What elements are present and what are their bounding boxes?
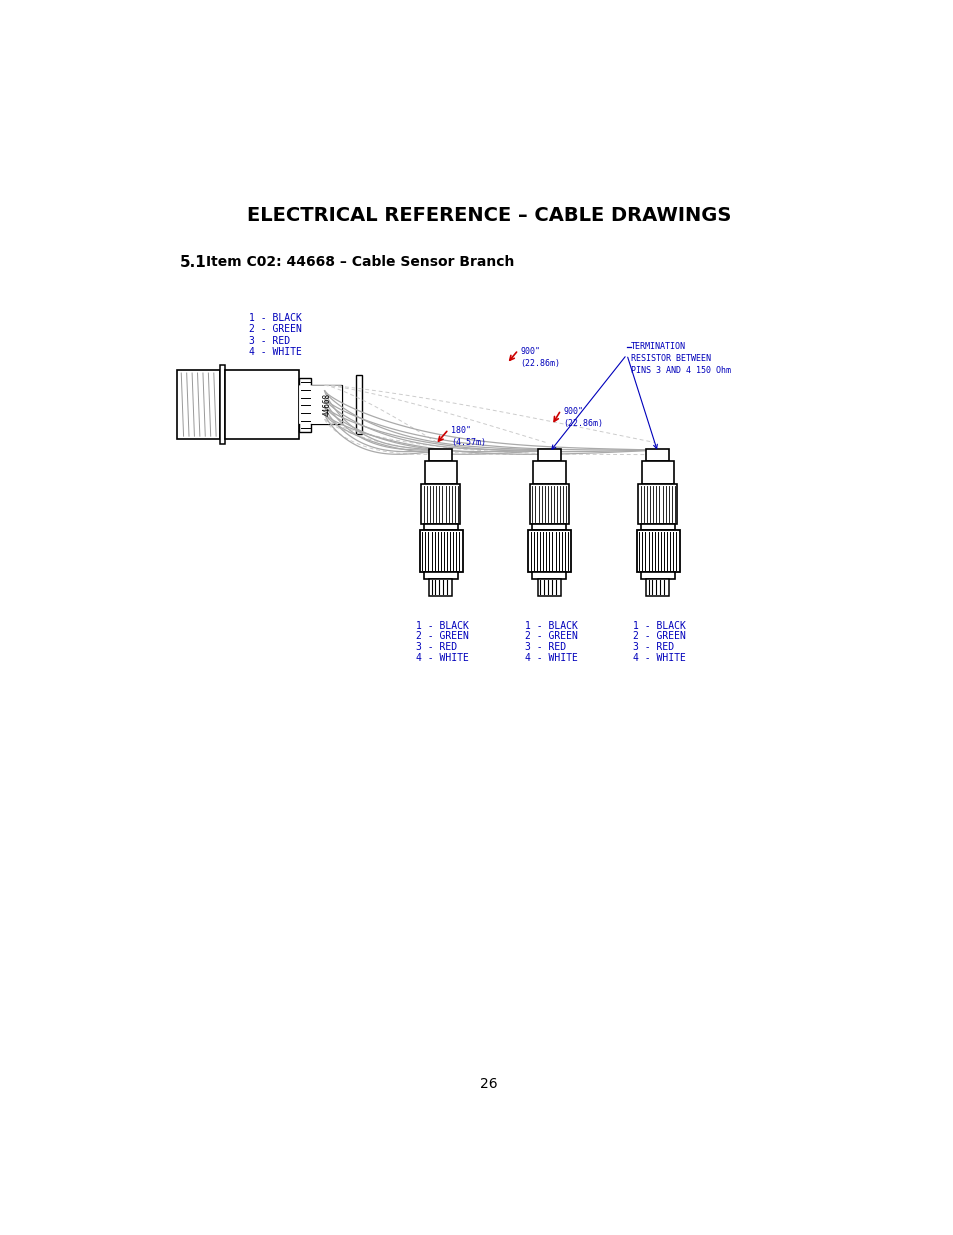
Bar — [421, 484, 459, 524]
Text: 180"
(4.57m): 180" (4.57m) — [451, 426, 485, 447]
Text: 4 - WHITE: 4 - WHITE — [524, 653, 577, 663]
Bar — [640, 573, 674, 579]
Text: 900"
(22.86m): 900" (22.86m) — [562, 406, 602, 427]
Text: 1 - BLACK: 1 - BLACK — [416, 621, 469, 631]
Bar — [637, 530, 679, 573]
Bar — [311, 385, 342, 424]
Bar — [419, 530, 462, 573]
Bar — [532, 573, 566, 579]
Text: 44668: 44668 — [322, 393, 331, 416]
Bar — [298, 378, 311, 431]
Text: 3 - RED: 3 - RED — [633, 642, 674, 652]
Text: 26: 26 — [479, 1077, 497, 1091]
Bar — [532, 524, 566, 530]
Bar — [423, 573, 457, 579]
Bar — [537, 579, 560, 595]
Text: 3 - RED: 3 - RED — [249, 336, 291, 346]
Text: 3 - RED: 3 - RED — [524, 642, 565, 652]
Text: Item C02: 44668 – Cable Sensor Branch: Item C02: 44668 – Cable Sensor Branch — [206, 256, 514, 269]
Text: 900"
(22.86m): 900" (22.86m) — [520, 347, 560, 368]
Bar — [533, 461, 565, 484]
Bar — [225, 370, 298, 440]
Text: 1 - BLACK: 1 - BLACK — [633, 621, 685, 631]
Bar — [530, 484, 568, 524]
Text: 1 - BLACK: 1 - BLACK — [524, 621, 577, 631]
Bar — [638, 484, 677, 524]
Bar — [528, 530, 571, 573]
Text: 2 - GREEN: 2 - GREEN — [524, 631, 577, 641]
Text: 4 - WHITE: 4 - WHITE — [249, 347, 302, 357]
Bar — [177, 370, 220, 440]
Text: 3 - RED: 3 - RED — [416, 642, 456, 652]
Text: 4 - WHITE: 4 - WHITE — [416, 653, 469, 663]
Bar — [355, 375, 361, 433]
Bar — [640, 524, 674, 530]
Text: 2 - GREEN: 2 - GREEN — [416, 631, 469, 641]
Bar — [641, 461, 674, 484]
Bar — [423, 524, 457, 530]
Bar — [537, 448, 560, 461]
Text: ELECTRICAL REFERENCE – CABLE DRAWINGS: ELECTRICAL REFERENCE – CABLE DRAWINGS — [247, 206, 730, 226]
Text: 1 - BLACK: 1 - BLACK — [249, 312, 302, 322]
FancyBboxPatch shape — [298, 385, 341, 424]
Bar — [645, 579, 669, 595]
Text: 5.1: 5.1 — [179, 254, 206, 269]
Text: 4 - WHITE: 4 - WHITE — [633, 653, 685, 663]
Bar — [220, 366, 225, 443]
Text: 2 - GREEN: 2 - GREEN — [249, 324, 302, 335]
Bar — [424, 461, 456, 484]
Bar — [429, 579, 452, 595]
Text: 2 - GREEN: 2 - GREEN — [633, 631, 685, 641]
Bar — [429, 448, 452, 461]
Bar — [645, 448, 669, 461]
Text: TERMINATION
RESISTOR BETWEEN
PINS 3 AND 4 150 Ohm: TERMINATION RESISTOR BETWEEN PINS 3 AND … — [630, 342, 730, 375]
